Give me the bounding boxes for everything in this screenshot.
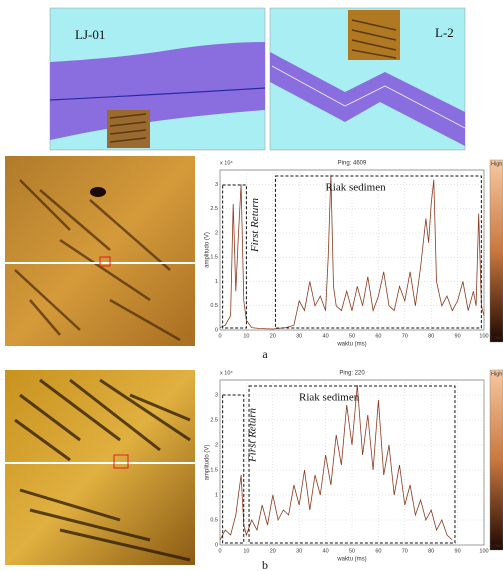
x-tick-label: 10 — [243, 548, 249, 554]
y-tick-label: 2 — [215, 442, 218, 448]
x-tick-label: 50 — [349, 548, 355, 554]
x-tick-label: 20 — [270, 548, 276, 554]
x-tick-label: 10 — [243, 333, 249, 339]
x-tick-label: 30 — [296, 548, 302, 554]
x-tick-label: 40 — [323, 333, 329, 339]
sonar-image-a — [5, 156, 195, 346]
colorbar — [490, 160, 503, 342]
colorbar-label: Low — [491, 543, 501, 549]
x-tick-label: 70 — [402, 333, 408, 339]
map-lj01: LJ-01 — [50, 8, 265, 150]
chart-title: Ping: 220 — [339, 371, 365, 377]
colorbar-label: Low — [491, 335, 501, 341]
x-tick-label: 30 — [296, 333, 302, 339]
y-multiplier: x 10⁴ — [220, 159, 233, 166]
panel-label: b — [262, 558, 268, 571]
y-tick-label: 1 — [215, 492, 218, 498]
map-label: LJ-01 — [75, 27, 105, 42]
y-multiplier: x 10⁴ — [220, 369, 233, 376]
annotation: Riak sedimen — [299, 392, 360, 404]
x-tick-label: 40 — [323, 548, 329, 554]
annotation: First Return — [246, 407, 258, 463]
x-tick-label: 90 — [455, 548, 461, 554]
x-tick-label: 80 — [428, 333, 434, 339]
y-tick-label: 0.5 — [210, 517, 218, 523]
y-tick-label: 2 — [215, 230, 218, 236]
panel-label: a — [262, 347, 268, 361]
y-tick-label: 1.5 — [210, 255, 218, 261]
x-tick-label: 80 — [428, 548, 434, 554]
x-tick-label: 100 — [479, 548, 488, 554]
x-tick-label: 20 — [270, 333, 276, 339]
x-axis-label: waktu (ms) — [336, 557, 366, 563]
y-tick-label: 1.5 — [210, 467, 218, 473]
figure: LJ-01 L-2 00.511.522.5301020304050607080… — [0, 0, 503, 571]
x-tick-label: 50 — [349, 333, 355, 339]
chart-title: Ping: 4609 — [338, 161, 367, 167]
y-tick-label: 1 — [215, 279, 218, 285]
sonar-image-b — [5, 370, 195, 565]
colorbar-label: High — [491, 371, 502, 377]
y-tick-label: 0.5 — [210, 303, 218, 309]
y-tick-label: 3 — [215, 182, 218, 188]
x-tick-label: 60 — [375, 548, 381, 554]
annotation: First Return — [249, 197, 261, 253]
x-tick-label: 0 — [218, 548, 221, 554]
x-tick-label: 0 — [218, 333, 221, 339]
annotation: Riak sedimen — [325, 182, 386, 194]
y-axis-label: amplitudo (V) — [205, 232, 211, 268]
y-tick-label: 3 — [215, 392, 218, 398]
y-tick-label: 2.5 — [210, 417, 218, 423]
x-tick-label: 90 — [455, 333, 461, 339]
x-tick-label: 100 — [479, 333, 488, 339]
x-axis-label: waktu (ms) — [336, 342, 366, 348]
y-tick-label: 2.5 — [210, 206, 218, 212]
colorbar-label: High — [491, 161, 502, 167]
colorbar — [490, 370, 503, 550]
x-tick-label: 70 — [402, 548, 408, 554]
map-l2: L-2 — [270, 8, 465, 150]
map-label: L-2 — [435, 25, 454, 40]
y-axis-label: amplitudo (V) — [205, 445, 211, 481]
x-tick-label: 60 — [375, 333, 381, 339]
